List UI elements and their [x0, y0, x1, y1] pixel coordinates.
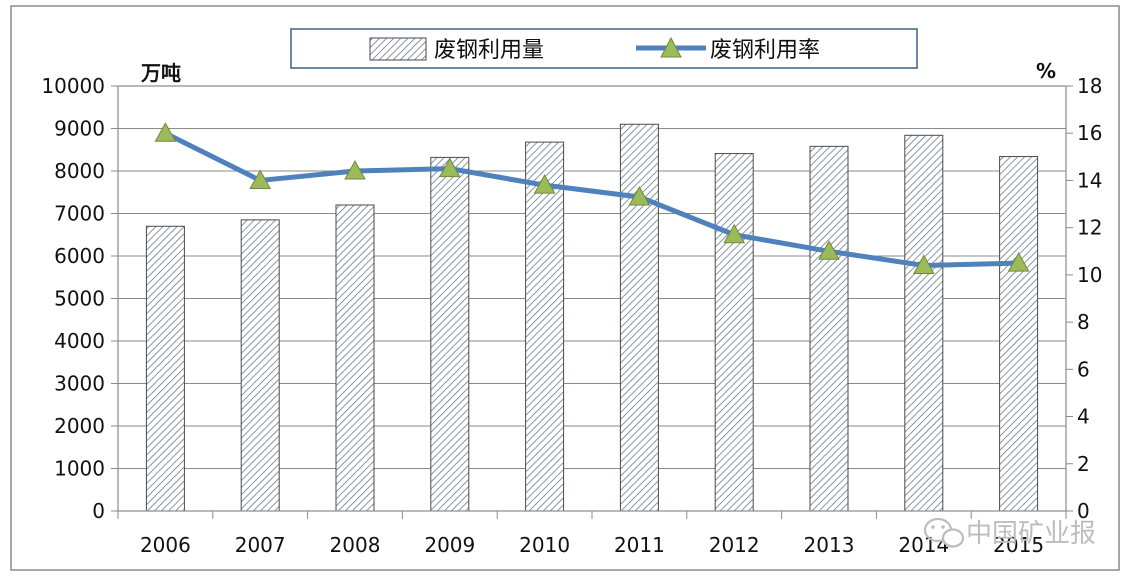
left-tick-label: 1000 [54, 457, 105, 481]
rate-marker [344, 159, 366, 180]
bar [619, 123, 659, 512]
line-series [154, 122, 1030, 274]
left-axis: 0 1000 2000 3000 4000 5000 6000 7000 8000 9000 100… [41, 74, 118, 523]
right-tick-label: 12 [1077, 216, 1102, 240]
rate-marker [154, 122, 177, 142]
bar [904, 134, 944, 512]
left-tick-label: 6000 [54, 244, 105, 268]
rate-marker [723, 223, 746, 244]
bar [809, 145, 849, 512]
bar [999, 156, 1039, 512]
right-tick-label: 0 [1077, 499, 1090, 523]
left-tick-label: 3000 [54, 372, 105, 396]
left-tick-label: 5000 [54, 287, 105, 311]
bar [145, 225, 185, 512]
right-axis-unit: % [1036, 59, 1056, 83]
x-tick-label: 2012 [709, 533, 760, 557]
left-tick-label: 2000 [54, 414, 105, 438]
rate-marker [628, 185, 651, 206]
left-tick-label: 0 [92, 499, 105, 523]
right-tick-label: 10 [1077, 263, 1102, 287]
rate-marker [249, 169, 272, 189]
rate-line [162, 130, 1022, 268]
rate-marker [438, 157, 461, 178]
legend-bar-swatch [369, 37, 427, 61]
legend-triangle-marker [660, 36, 682, 58]
left-tick-label: 8000 [54, 159, 105, 183]
bar [714, 153, 754, 512]
legend-line-label: 废钢利用率 [710, 38, 820, 63]
left-tick-label: 4000 [54, 329, 105, 353]
wechat-icon [923, 517, 965, 548]
x-axis: 2006 2007 2008 2009 2010 2011 2012 2013 2014 2015 [117, 511, 1067, 557]
rate-marker [533, 174, 556, 194]
right-tick-label: 8 [1077, 310, 1090, 334]
x-tick-label: 2008 [330, 533, 381, 557]
left-tick-label: 10000 [41, 74, 105, 98]
x-tick-label: 2015 [993, 533, 1044, 557]
x-tick-label: 2014 [898, 533, 949, 557]
x-tick-label: 2006 [140, 533, 191, 557]
watermark-text: 中国矿业报 [966, 519, 1096, 549]
x-tick-label: 2010 [519, 533, 570, 557]
bar [525, 141, 565, 512]
bar-series [145, 123, 1039, 512]
bar [240, 219, 280, 512]
rate-marker [818, 240, 840, 260]
right-tick-label: 16 [1077, 121, 1102, 145]
right-tick-label: 18 [1077, 74, 1102, 98]
legend-bar-label: 废钢利用量 [434, 38, 544, 63]
right-axis: 0 2 4 6 8 10 12 14 16 18 [1066, 74, 1102, 523]
bar [430, 156, 470, 512]
right-tick-label: 14 [1077, 168, 1102, 192]
left-axis-unit: 万吨 [140, 61, 181, 85]
watermark: 中国矿业报 [923, 517, 1096, 549]
legend: 废钢利用量 废钢利用率 [290, 28, 918, 69]
x-tick-label: 2013 [804, 533, 855, 557]
x-tick-label: 2007 [235, 533, 286, 557]
x-tick-label: 2009 [424, 533, 475, 557]
right-tick-label: 6 [1077, 357, 1090, 381]
right-tick-label: 4 [1077, 405, 1090, 429]
rate-marker [912, 254, 935, 274]
right-tick-label: 2 [1077, 452, 1090, 476]
left-tick-label: 9000 [54, 117, 105, 141]
rate-marker [1007, 252, 1030, 272]
bar [335, 204, 375, 512]
x-tick-label: 2011 [614, 533, 665, 557]
left-tick-label: 7000 [54, 202, 105, 226]
